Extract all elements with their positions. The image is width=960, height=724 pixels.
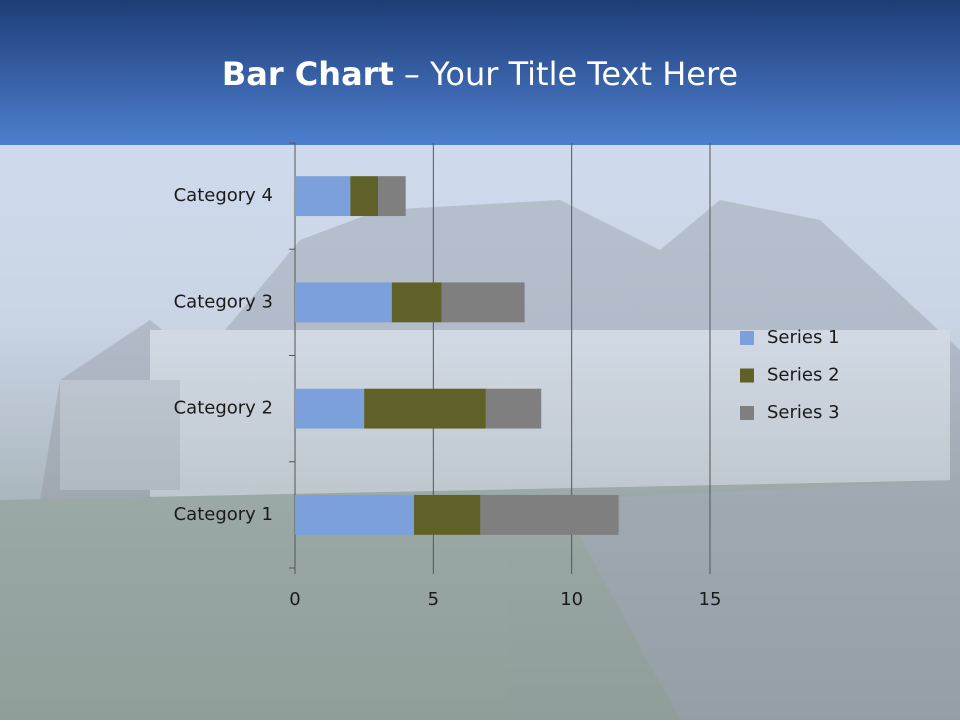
bar xyxy=(391,282,442,323)
bar xyxy=(295,176,351,217)
y-tick-label: Category 3 xyxy=(174,291,273,312)
legend-swatch xyxy=(740,331,754,345)
legend-label: Series 2 xyxy=(767,365,840,386)
legend-label: Series 3 xyxy=(767,402,840,423)
x-tick-label: 15 xyxy=(699,589,722,610)
title-bold: Bar Chart xyxy=(222,55,394,93)
y-tick-label: Category 2 xyxy=(174,398,273,419)
bar xyxy=(295,282,392,323)
bar xyxy=(413,494,481,535)
bar xyxy=(378,176,406,217)
legend-swatch xyxy=(740,368,754,383)
legend-label: Series 1 xyxy=(767,327,840,348)
house-photo xyxy=(0,200,960,720)
x-tick-label: 10 xyxy=(560,589,583,610)
x-tick-label: 5 xyxy=(428,589,439,610)
y-tick-label: Category 1 xyxy=(174,504,273,525)
x-tick-label: 0 xyxy=(289,589,300,610)
bar xyxy=(441,282,525,323)
bar xyxy=(364,388,486,429)
bar xyxy=(295,388,365,429)
bar xyxy=(480,494,619,535)
legend-swatch xyxy=(740,406,754,420)
bar xyxy=(295,494,414,535)
title-rest: – Your Title Text Here xyxy=(404,55,738,93)
y-tick-label: Category 4 xyxy=(174,185,273,206)
bar xyxy=(350,176,378,217)
bar xyxy=(485,388,542,429)
header-band xyxy=(0,0,960,145)
chart-title: Bar Chart – Your Title Text Here xyxy=(222,55,738,93)
